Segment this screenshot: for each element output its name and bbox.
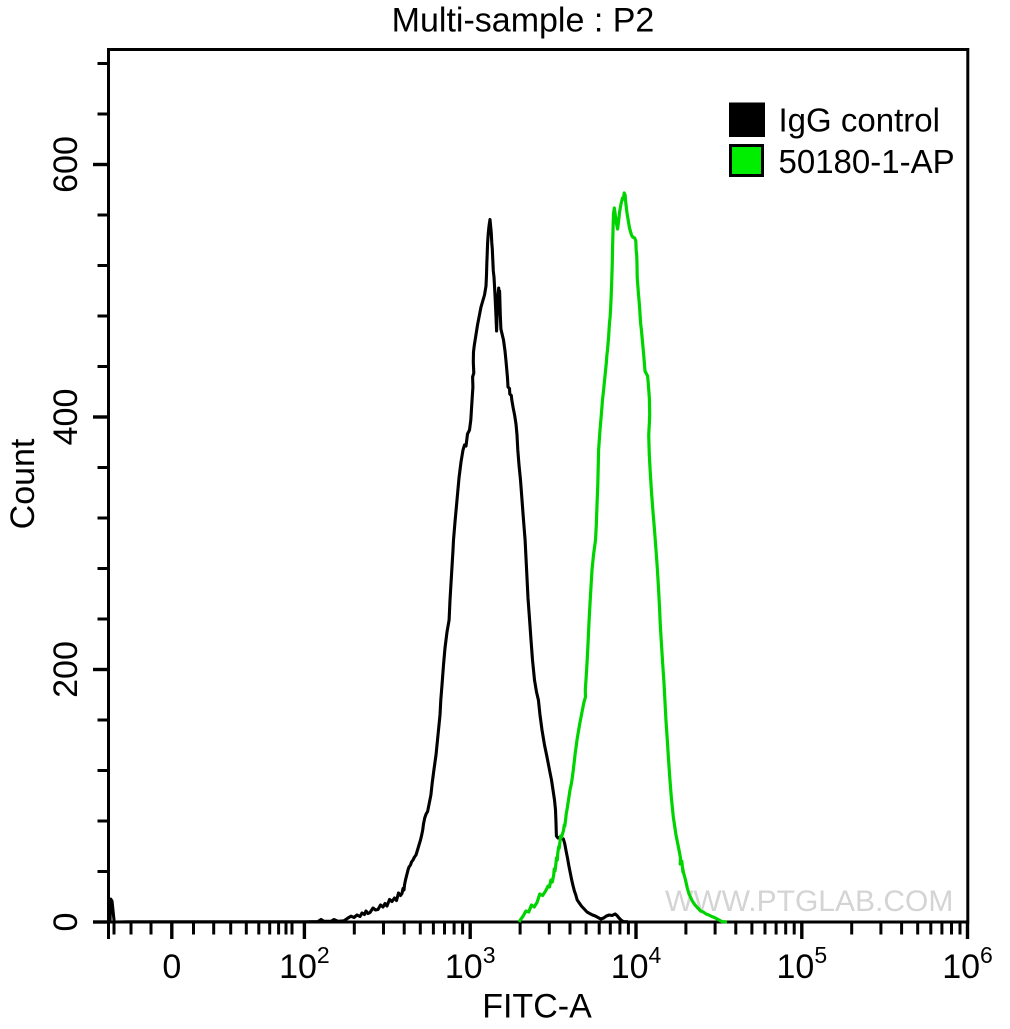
svg-text:0: 0 bbox=[162, 948, 181, 986]
svg-text:FITC-A: FITC-A bbox=[482, 988, 592, 1025]
svg-text:50180-1-AP: 50180-1-AP bbox=[779, 143, 955, 180]
svg-text:WWW.PTGLAB.COM: WWW.PTGLAB.COM bbox=[665, 885, 953, 918]
svg-text:200: 200 bbox=[47, 641, 85, 698]
svg-text:0: 0 bbox=[47, 913, 85, 932]
svg-text:400: 400 bbox=[47, 389, 85, 446]
svg-text:IgG control: IgG control bbox=[779, 102, 940, 139]
svg-text:Multi-sample : P2: Multi-sample : P2 bbox=[392, 2, 655, 40]
svg-text:Count: Count bbox=[4, 438, 42, 529]
svg-text:600: 600 bbox=[47, 136, 85, 193]
